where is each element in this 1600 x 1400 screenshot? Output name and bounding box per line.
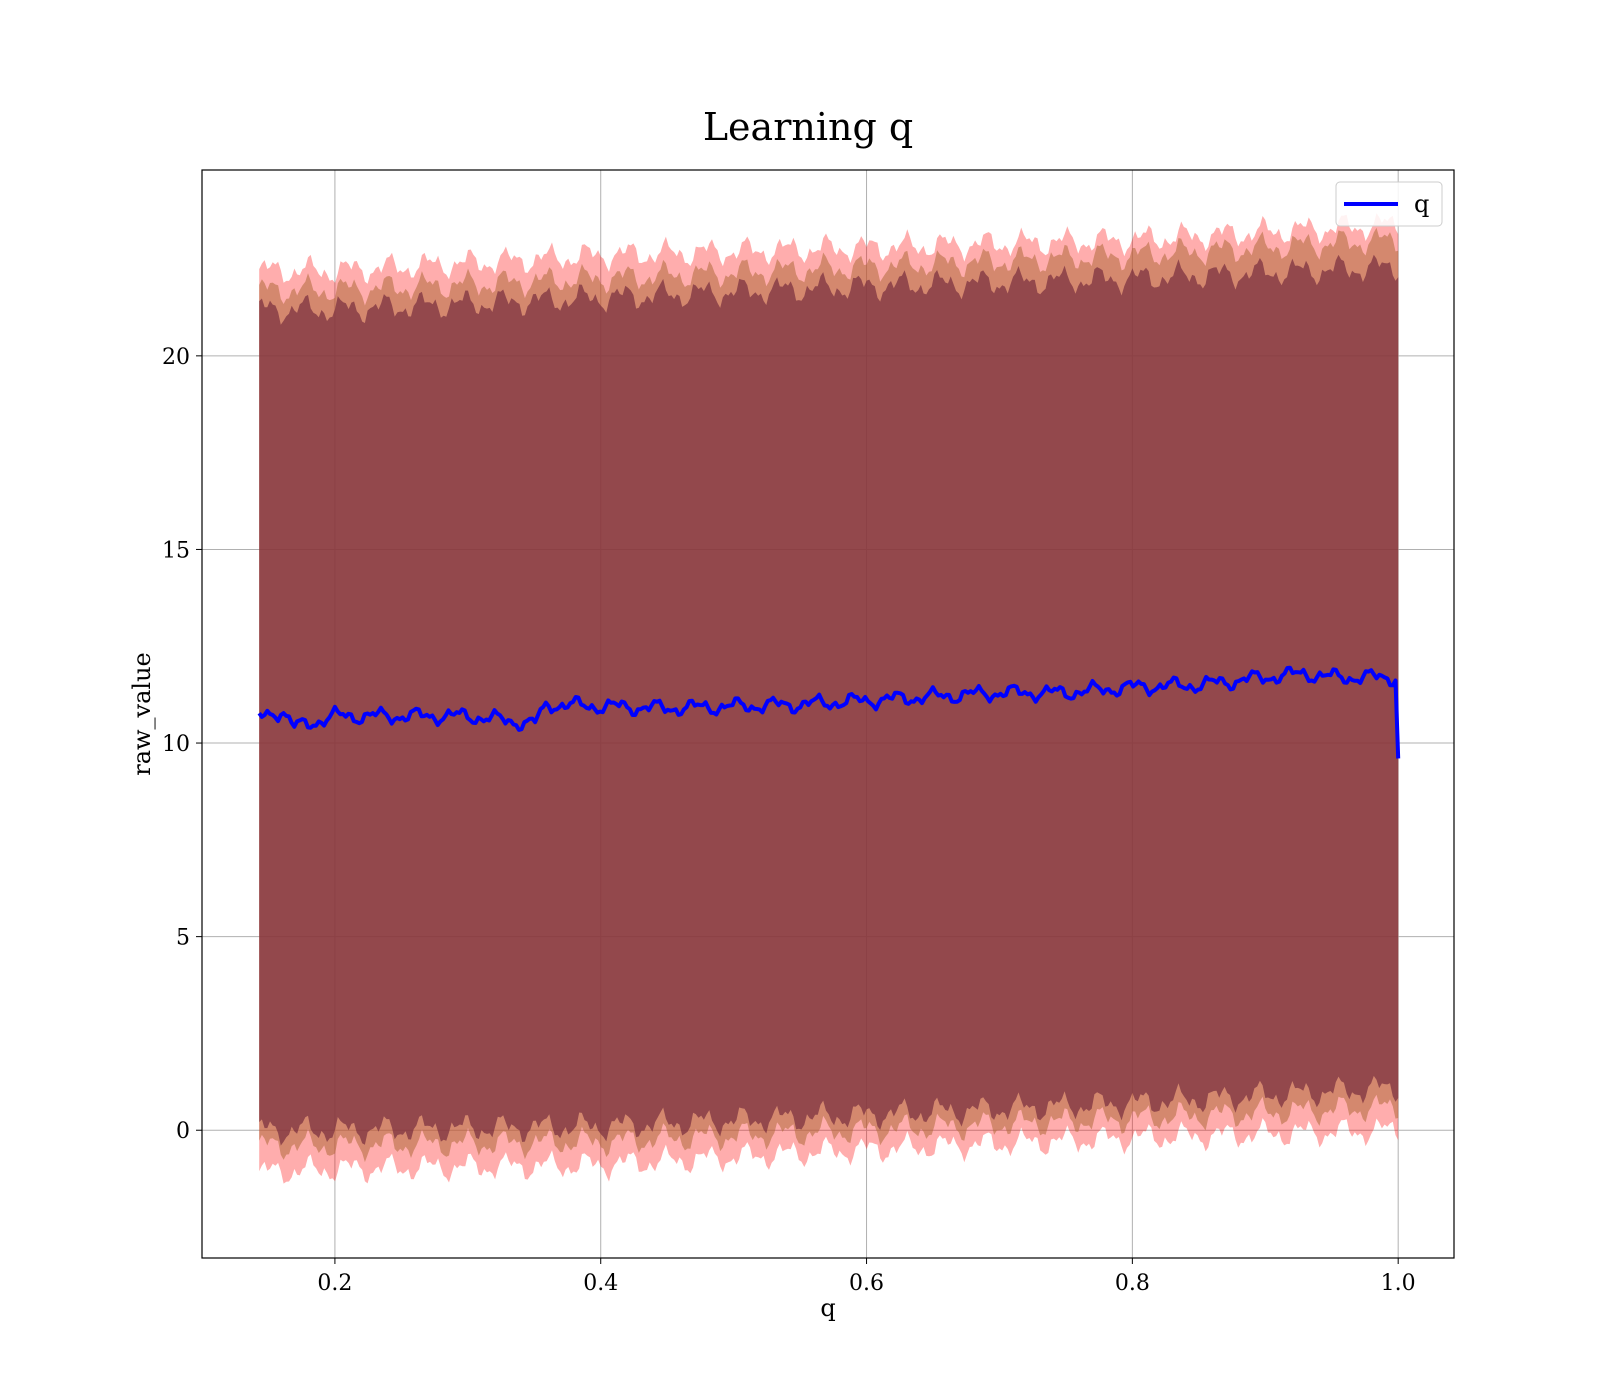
x-tick-label: 0.2 xyxy=(317,1271,352,1296)
y-axis-ticks: 0 5 10 15 20 xyxy=(162,345,202,1144)
x-tick-label: 0.6 xyxy=(849,1271,884,1296)
y-tick-label: 15 xyxy=(162,538,190,563)
x-tick-label: 1.0 xyxy=(1381,1271,1416,1296)
x-axis-ticks: 0.2 0.4 0.6 0.8 1.0 xyxy=(317,1258,1416,1296)
y-axis-label: raw_value xyxy=(128,652,156,776)
chart-title: Learning q xyxy=(703,105,913,149)
legend-entry-q: q xyxy=(1414,190,1429,218)
y-tick-label: 20 xyxy=(162,345,190,370)
y-tick-label: 5 xyxy=(176,926,190,951)
x-tick-label: 0.4 xyxy=(583,1271,618,1296)
y-tick-label: 0 xyxy=(176,1119,190,1144)
plot-frame xyxy=(201,169,1455,1259)
series-lines xyxy=(257,665,1401,759)
x-axis-label: q xyxy=(820,1294,835,1322)
series-line-q xyxy=(257,665,1401,759)
confidence-band-2 xyxy=(259,254,1399,1146)
confidence-bands xyxy=(259,213,1399,1184)
y-tick-label: 10 xyxy=(162,732,190,757)
x-tick-label: 0.8 xyxy=(1115,1271,1150,1296)
legend: q xyxy=(1335,181,1443,227)
